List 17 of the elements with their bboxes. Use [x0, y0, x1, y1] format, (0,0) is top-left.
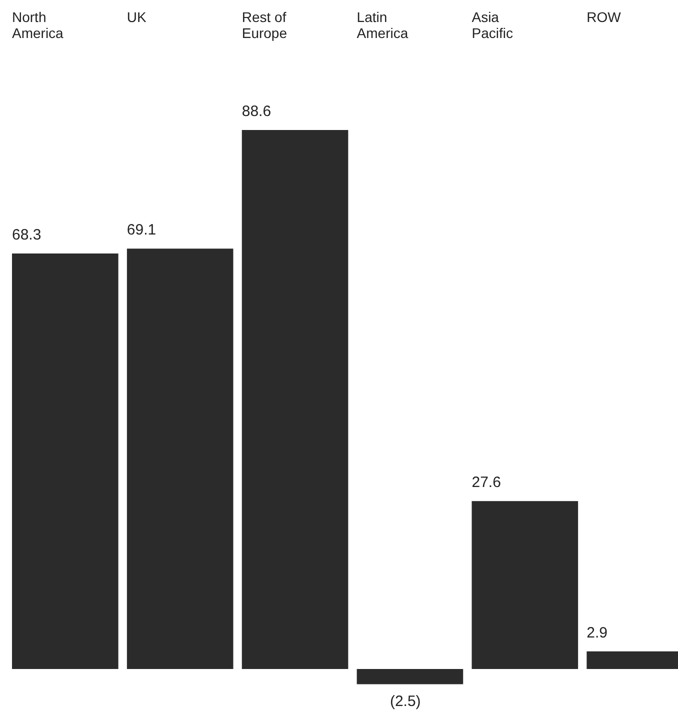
x-tick-label: UK — [126, 9, 148, 25]
data-label: 68.3 — [12, 226, 42, 244]
x-tick-label: ROW — [586, 9, 622, 25]
data-label: 27.6 — [472, 474, 501, 492]
data-label: 2.9 — [586, 624, 608, 642]
x-tick-label: Latin America — [356, 9, 408, 41]
bar — [242, 130, 348, 669]
bar — [126, 248, 234, 669]
x-tick-label: Rest of Europe — [242, 9, 288, 41]
data-label: 88.6 — [242, 103, 272, 120]
bar — [472, 501, 578, 669]
x-tick-label: North America — [12, 9, 64, 41]
data-label: (2.5) — [390, 693, 421, 710]
bar — [356, 669, 464, 684]
bar — [12, 253, 118, 669]
data-label: 69.1 — [126, 222, 156, 239]
x-tick-label: Asia Pacific — [472, 9, 513, 41]
